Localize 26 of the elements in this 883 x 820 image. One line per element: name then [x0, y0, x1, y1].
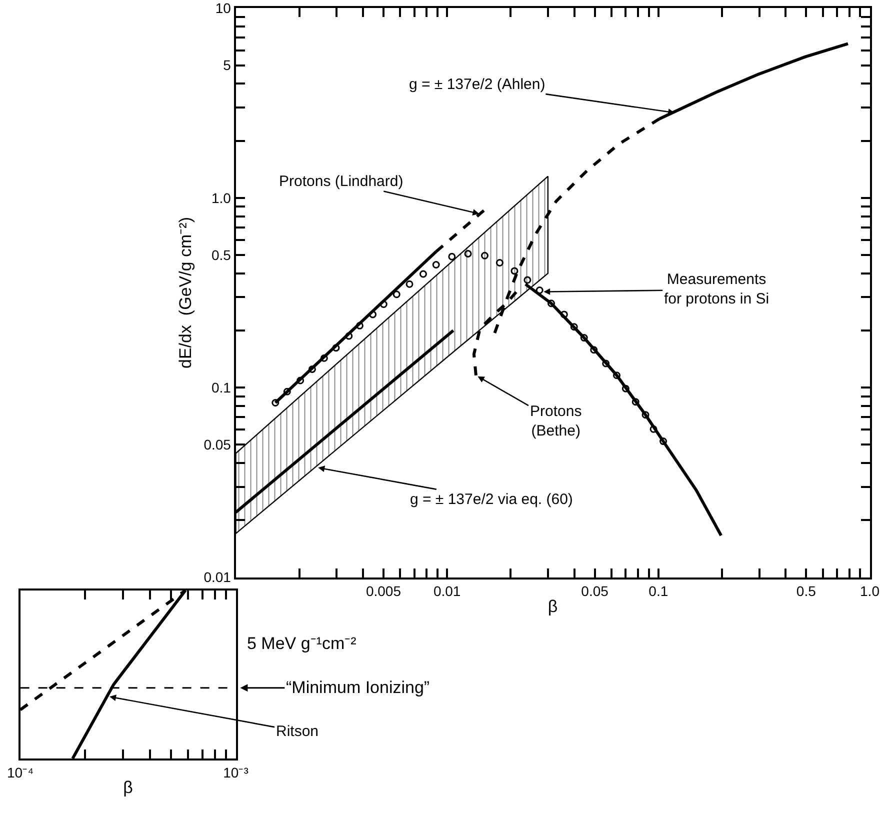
- text: 5 MeV g⁻¹cm⁻²: [247, 634, 357, 653]
- y-tick-label: 0.1: [211, 379, 232, 396]
- x-axis-title: β: [123, 778, 134, 798]
- annotation: g = ± 137e/2 (Ahlen): [409, 76, 546, 93]
- y-tick-label: 10: [215, 0, 232, 16]
- x-tick-label: 1.0: [860, 583, 880, 600]
- annotation: Measurements for protons in Si: [664, 271, 770, 308]
- x-tick-label: 0.005: [366, 583, 402, 600]
- annotation: g = ± 137e/2 via eq. (60): [410, 491, 573, 508]
- y-tick-label: 0.05: [204, 436, 232, 453]
- y-tick-label: 0.01: [204, 569, 232, 586]
- y-tick-label: 0.5: [211, 246, 232, 263]
- annotation: Protons (Lindhard): [279, 173, 404, 190]
- x-tick-label: 10⁻⁴: [7, 764, 34, 780]
- y-tick-label: 1.0: [211, 190, 232, 206]
- x-tick-label: 0.01: [433, 583, 461, 600]
- x-axis-title: β: [548, 596, 558, 616]
- y-tick-label: 5: [223, 57, 232, 74]
- annotation: Ritson: [276, 723, 319, 740]
- x-tick-label: 0.05: [581, 583, 609, 600]
- annotation: Protons (Bethe): [530, 403, 582, 440]
- y-axis-title: dE/dx (GeV/g cm⁻²): [176, 217, 195, 368]
- x-tick-label: 0.5: [796, 583, 816, 600]
- x-tick-label: 0.1: [648, 583, 668, 600]
- ref-line-label: “Minimum Ionizing”: [286, 678, 430, 697]
- x-tick-label: 10⁻³: [223, 764, 249, 780]
